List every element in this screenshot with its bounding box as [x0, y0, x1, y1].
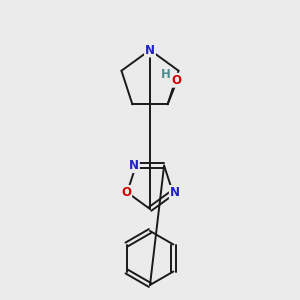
Text: N: N [129, 159, 139, 172]
Text: O: O [121, 186, 131, 199]
Text: N: N [145, 44, 155, 56]
Text: O: O [172, 74, 182, 87]
Text: N: N [170, 186, 180, 199]
Text: H: H [161, 68, 171, 81]
